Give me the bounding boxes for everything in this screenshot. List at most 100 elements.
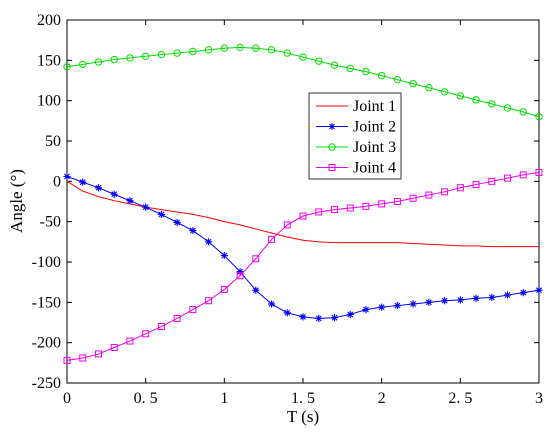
x-tick-label: 0. 5 [134,390,158,407]
data-point [157,323,165,331]
data-point [393,301,401,310]
data-point [488,100,496,108]
data-point [441,188,449,196]
data-point [441,297,449,305]
x-tick-label: 3 [535,390,543,407]
data-point [110,344,118,352]
data-point [173,314,181,322]
x-tick-label: 0 [63,390,71,407]
data-point [456,296,464,304]
series-joint-4 [63,168,543,364]
data-point [425,298,433,306]
axis-ticks: 0 0. 5 1 1. 5 2 2. 5 3 -250 -200 -150 -100 -50 0 50 10… [32,12,543,407]
data-point [252,44,260,52]
y-tick-label: -50 [40,214,61,231]
data-point [79,60,87,69]
data-point [126,337,134,345]
data-point [283,221,291,229]
data-point [252,255,260,263]
data-point [472,294,480,302]
data-point [362,202,370,210]
data-point [409,300,417,308]
data-point [299,313,307,321]
x-tick-label: 1. 5 [291,390,315,407]
data-point [425,84,433,92]
legend-item: Joint 3 [316,139,396,156]
data-point [157,210,165,219]
data-point [378,303,386,311]
series-joint-2 [63,172,543,323]
data-point [63,356,71,364]
data-point [328,143,336,151]
data-point [488,293,496,302]
x-axis-title: T (s) [287,407,319,426]
data-point [79,354,87,362]
data-point [94,350,102,358]
data-point [472,181,480,189]
data-point [141,52,150,60]
data-point [236,43,244,52]
series-joint-3 [63,43,543,121]
data-point [378,200,386,208]
data-point [204,46,213,54]
data-point [189,226,197,235]
data-point [472,96,480,104]
data-point [142,203,150,211]
y-tick-label: 0 [53,173,61,190]
legend: Joint 1 Joint 2 Joint 3 Joint 4 [308,92,402,180]
series-line [66,46,540,118]
x-tick-label: 1 [220,390,228,407]
y-tick-label: -150 [32,294,61,311]
legend-label: Joint 1 [353,98,396,115]
data-point [79,178,87,186]
data-point [456,92,465,100]
y-tick-label: 150 [37,52,61,69]
y-tick-label: 50 [45,133,61,150]
data-point [488,177,496,185]
data-point [503,291,512,299]
data-point [377,71,386,80]
data-point [393,75,402,84]
data-point [346,64,354,73]
series-line [66,171,540,361]
data-point [299,212,307,220]
data-point [63,63,71,71]
data-point [519,108,527,116]
data-point [425,191,433,199]
y-tick-label: 100 [37,93,61,110]
data-point [94,58,103,66]
y-tick-label: 200 [37,12,61,29]
legend-label: Joint 3 [353,139,396,156]
data-point [189,47,197,56]
data-point [252,286,260,294]
data-point [535,286,543,294]
data-point [267,46,276,54]
data-point [504,174,512,182]
data-point [110,55,118,64]
data-point [362,67,370,76]
data-point [535,168,543,176]
data-point [142,330,150,338]
data-point [268,235,276,243]
data-point [220,285,228,293]
data-point [456,184,464,192]
legend-label: Joint 2 [353,119,396,136]
x-tick-label: 2 [378,390,386,407]
data-point [267,300,276,308]
data-point [346,204,354,212]
series-layer [63,43,543,364]
data-point [328,122,336,131]
data-point [315,208,323,216]
data-point [126,197,134,205]
data-point [63,172,71,181]
data-point [126,54,134,62]
legend-item: Joint 1 [316,98,396,115]
y-axis-title: Angle (°) [7,169,26,233]
data-point [189,306,197,314]
data-point [535,113,543,121]
plot-area [66,19,540,384]
data-point [220,251,228,260]
data-point [283,49,291,57]
data-point [346,310,354,319]
